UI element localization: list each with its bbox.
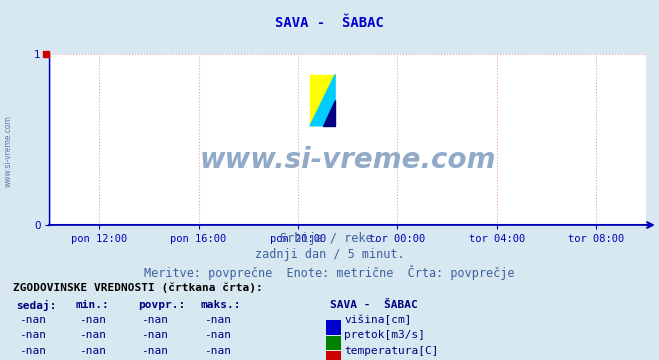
Text: -nan: -nan — [204, 346, 231, 356]
Text: Meritve: povprečne  Enote: metrične  Črta: povprečje: Meritve: povprečne Enote: metrične Črta:… — [144, 265, 515, 280]
Text: maks.:: maks.: — [201, 300, 241, 310]
Polygon shape — [310, 75, 335, 126]
Text: -nan: -nan — [20, 346, 46, 356]
Text: -nan: -nan — [142, 346, 168, 356]
Text: temperatura[C]: temperatura[C] — [344, 346, 438, 356]
Text: zadnji dan / 5 minut.: zadnji dan / 5 minut. — [254, 248, 405, 261]
Text: -nan: -nan — [142, 315, 168, 325]
Polygon shape — [310, 75, 335, 126]
Text: -nan: -nan — [79, 315, 105, 325]
Text: SAVA -  ŠABAC: SAVA - ŠABAC — [275, 16, 384, 30]
Text: povpr.:: povpr.: — [138, 300, 186, 310]
Text: -nan: -nan — [20, 315, 46, 325]
Text: www.si-vreme.com: www.si-vreme.com — [3, 115, 13, 187]
Text: SAVA -  ŠABAC: SAVA - ŠABAC — [330, 300, 417, 310]
Text: -nan: -nan — [142, 330, 168, 341]
Text: ZGODOVINSKE VREDNOSTI (črtkana črta):: ZGODOVINSKE VREDNOSTI (črtkana črta): — [13, 283, 263, 293]
Text: min.:: min.: — [76, 300, 109, 310]
Text: višina[cm]: višina[cm] — [344, 315, 411, 325]
Text: sedaj:: sedaj: — [16, 300, 57, 311]
Text: www.si-vreme.com: www.si-vreme.com — [200, 146, 496, 174]
Text: -nan: -nan — [79, 330, 105, 341]
Polygon shape — [322, 100, 335, 126]
Text: -nan: -nan — [79, 346, 105, 356]
Text: -nan: -nan — [20, 330, 46, 341]
Text: -nan: -nan — [204, 315, 231, 325]
Text: -nan: -nan — [204, 330, 231, 341]
Text: pretok[m3/s]: pretok[m3/s] — [344, 330, 425, 341]
Text: Srbija / reke.: Srbija / reke. — [279, 232, 380, 245]
